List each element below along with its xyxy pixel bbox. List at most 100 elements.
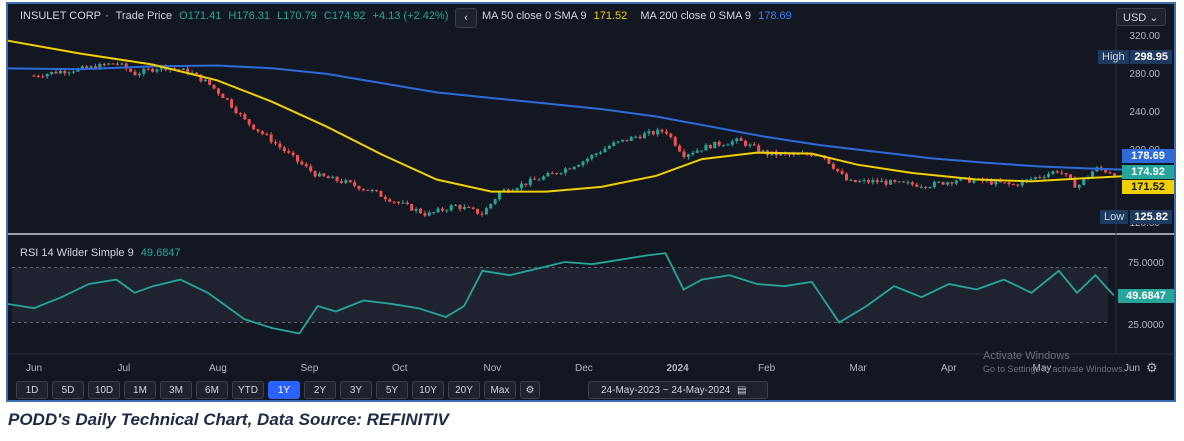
candle-body: [967, 177, 971, 183]
rsi-tick: 75.0000: [1127, 258, 1164, 269]
candle-body: [555, 173, 559, 175]
range-button-3y[interactable]: 3Y: [340, 381, 372, 399]
candle-body: [849, 179, 853, 181]
candle-body: [353, 182, 357, 186]
candle-body: [704, 144, 708, 151]
chart-canvas[interactable]: [8, 4, 1174, 400]
rsi-value: 49.6847: [140, 247, 181, 259]
candle-body: [590, 154, 594, 159]
candle-body: [761, 150, 765, 152]
candle-body: [155, 69, 159, 72]
candle-body: [54, 71, 58, 74]
candle-body: [928, 187, 932, 189]
candle-body: [322, 173, 326, 177]
rsi-line: [8, 252, 1115, 335]
candle-body: [1047, 173, 1051, 177]
ma200-price-tag: 178.69: [1122, 149, 1174, 163]
candle-body: [287, 151, 291, 153]
range-button-10y[interactable]: 10Y: [412, 381, 444, 399]
candle-body: [247, 119, 251, 125]
candle-body: [133, 71, 137, 76]
candle-body: [726, 144, 730, 146]
range-button-6m[interactable]: 6M: [196, 381, 228, 399]
range-button-ytd[interactable]: YTD: [232, 381, 264, 399]
candle-body: [480, 213, 484, 215]
month-label: Mar: [849, 363, 867, 374]
candle-body: [221, 93, 225, 99]
candle-body: [1007, 182, 1011, 185]
range-button-1d[interactable]: 1D: [16, 381, 48, 399]
candle-body: [880, 180, 884, 183]
candle-body: [612, 142, 616, 146]
candle-body: [686, 154, 690, 158]
candle-body: [814, 155, 818, 157]
candle-body: [998, 180, 1002, 183]
candle-body: [1033, 177, 1037, 179]
candle-body: [498, 192, 502, 200]
gear-icon[interactable]: ⚙: [1146, 360, 1158, 375]
candle-body: [344, 180, 348, 183]
price-tick: 240.00: [1129, 107, 1160, 118]
candle-body: [471, 207, 475, 209]
range-button-2y[interactable]: 2Y: [304, 381, 336, 399]
candle-body: [607, 145, 611, 149]
candle-body: [625, 139, 629, 141]
calendar-icon: ▤: [737, 385, 747, 396]
candle-body: [809, 154, 813, 157]
toolbar-gear-icon[interactable]: ⚙: [520, 381, 540, 399]
range-button-20y[interactable]: 20Y: [448, 381, 480, 399]
candle-body: [195, 72, 199, 75]
range-button-5d[interactable]: 5D: [52, 381, 84, 399]
chevron-down-icon: ⌄: [1149, 12, 1159, 24]
candle-body: [910, 182, 914, 185]
range-button-5y[interactable]: 5Y: [376, 381, 408, 399]
candle-body: [265, 133, 269, 135]
candle-body: [304, 164, 308, 167]
candle-body: [713, 141, 717, 149]
candle-body: [269, 134, 273, 143]
currency-select[interactable]: USD ⌄: [1116, 8, 1166, 26]
candle-body: [550, 173, 554, 175]
date-range-picker[interactable]: 24-May-2023 ~ 24-May-2024 ▤: [588, 381, 768, 399]
price-type: Trade Price: [115, 10, 173, 22]
chevron-left-icon[interactable]: ‹: [455, 8, 477, 28]
candle-body: [203, 79, 207, 82]
candle-body: [1025, 179, 1029, 181]
candle-body: [950, 182, 954, 184]
candle-body: [85, 66, 89, 69]
candle-body: [642, 133, 646, 139]
candle-body: [234, 107, 238, 114]
candle-body: [581, 161, 585, 166]
candle-body: [700, 150, 704, 152]
range-button-3m[interactable]: 3M: [160, 381, 192, 399]
candle-body: [397, 201, 401, 204]
candle-body: [335, 176, 339, 182]
candle-body: [524, 183, 528, 185]
candle-body: [599, 152, 603, 154]
candle-body: [831, 163, 835, 169]
ma-legend: MA 50 close 0 SMA 9 171.52 MA 200 close …: [482, 10, 796, 22]
candle-body: [884, 180, 888, 185]
range-button-10d[interactable]: 10D: [88, 381, 120, 399]
candle-body: [792, 153, 796, 155]
candle-body: [274, 142, 278, 144]
candle-body: [436, 208, 440, 213]
change-value: +4.13 (+2.42%): [372, 10, 449, 22]
candle-body: [115, 63, 119, 65]
candle-body: [291, 152, 295, 156]
candle-body: [924, 186, 928, 188]
candle-body: [151, 68, 155, 72]
candle-body: [1073, 178, 1077, 188]
candle-body: [533, 178, 537, 180]
candle-body: [1108, 172, 1112, 174]
close-price-tag: 174.92: [1122, 165, 1174, 179]
range-button-1m[interactable]: 1M: [124, 381, 156, 399]
candle-body: [32, 75, 36, 77]
range-button-max[interactable]: Max: [484, 381, 516, 399]
range-button-1y[interactable]: 1Y: [268, 381, 300, 399]
month-label: Jun: [26, 363, 43, 374]
candle-body: [1051, 171, 1055, 174]
candle-body: [779, 153, 783, 156]
ma200-value: 178.69: [758, 10, 792, 22]
ma200-line: [8, 64, 1123, 171]
